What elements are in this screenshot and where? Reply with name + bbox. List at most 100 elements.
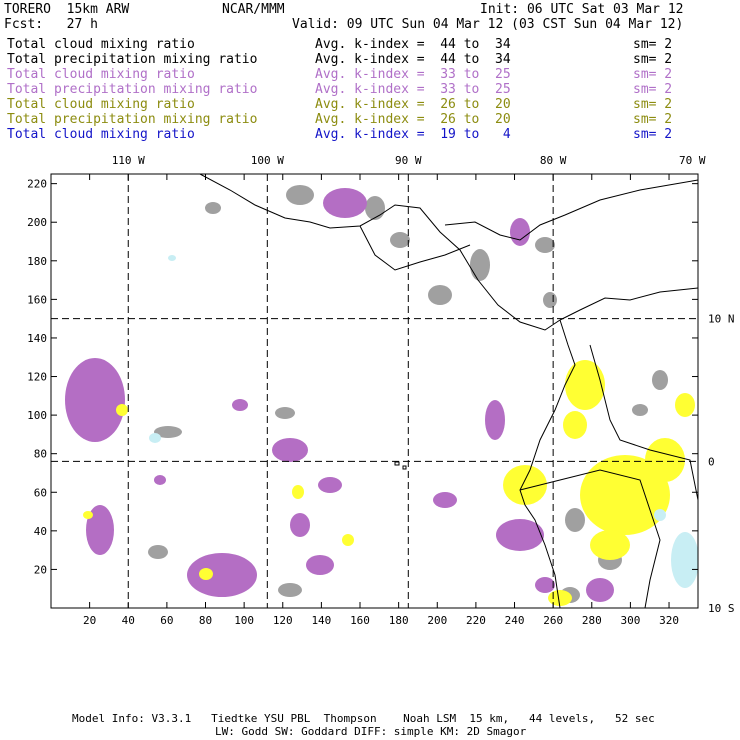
x-tick-label: 180 — [389, 614, 409, 627]
x-tick-label: 280 — [582, 614, 602, 627]
x-tick-label: 200 — [427, 614, 447, 627]
cloud-blob-yellow — [563, 411, 587, 439]
legend-smoothing: sm= 2 — [633, 37, 673, 52]
cloud-blob-purple — [290, 513, 310, 537]
cloud-blob-yellow — [292, 485, 304, 499]
coastline-south-america-west — [519, 319, 576, 608]
legend-smoothing: sm= 2 — [633, 67, 673, 82]
cloud-blob-purple — [485, 400, 505, 440]
cloud-blob-gray — [275, 407, 295, 419]
y-tick-label: 120 — [27, 371, 47, 384]
x-tick-label: 100 — [234, 614, 254, 627]
x-tick-label: 120 — [273, 614, 293, 627]
cloud-blob-yellow — [116, 404, 128, 416]
field-layer — [65, 185, 698, 606]
legend-name: Total precipitation mixing ratio — [7, 52, 258, 67]
legend-kindex: Avg. k-index = 44 to 34 — [315, 37, 511, 52]
field-yellow — [83, 360, 695, 606]
cloud-blob-yellow — [503, 465, 547, 505]
cloud-blob-gray — [154, 426, 182, 438]
legend-kindex: Avg. k-index = 33 to 25 — [315, 67, 511, 82]
cloud-blob-purple — [433, 492, 457, 508]
cloud-blob-yellow — [83, 511, 93, 519]
galapagos — [394, 461, 407, 470]
coastline-caribbean — [444, 179, 698, 241]
latitude-label: 10 S — [708, 602, 735, 615]
legend-name: Total cloud mixing ratio — [7, 127, 195, 142]
y-tick-label: 140 — [27, 332, 47, 345]
cloud-blob-yellow — [548, 590, 572, 606]
footer-physics: LW: Godd SW: Goddard DIFF: simple KM: 2D… — [215, 725, 527, 738]
cloud-blob-gray — [535, 237, 555, 253]
y-tick-label: 40 — [34, 525, 47, 538]
x-tick-label: 80 — [199, 614, 212, 627]
legend-kindex: Avg. k-index = 44 to 34 — [315, 52, 511, 67]
cloud-blob-purple — [232, 399, 248, 411]
y-tick-label: 160 — [27, 293, 47, 306]
cloud-blob-purple — [535, 577, 555, 593]
coastline-south-america-north — [559, 287, 698, 321]
x-tick-label: 220 — [466, 614, 486, 627]
cloud-blob-purple — [65, 358, 125, 442]
coastline-central-america — [199, 174, 561, 331]
cloud-blob-gray — [278, 583, 302, 597]
grid-lines — [51, 174, 698, 608]
cloud-blob-gray — [428, 285, 452, 305]
cloud-blob-purple — [187, 553, 257, 597]
y-tick-label: 220 — [27, 178, 47, 191]
field-blue — [149, 255, 698, 588]
x-tick-label: 260 — [543, 614, 563, 627]
cloud-blob-gray — [543, 292, 557, 308]
x-tick-label: 300 — [620, 614, 640, 627]
cloud-blob-gray — [148, 545, 168, 559]
y-tick-label: 20 — [34, 563, 47, 576]
border-central-america — [359, 225, 471, 271]
legend-smoothing: sm= 2 — [633, 127, 673, 142]
y-tick-label: 80 — [34, 448, 47, 461]
coastlines — [199, 174, 698, 608]
cloud-blob-purple — [323, 188, 367, 218]
legend-kindex: Avg. k-index = 26 to 20 — [315, 112, 511, 127]
y-tick-label: 200 — [27, 216, 47, 229]
cloud-blob-blue — [149, 433, 161, 443]
cloud-blob-yellow — [565, 360, 605, 410]
cloud-blob-purple — [586, 578, 614, 602]
legend-kindex: Avg. k-index = 33 to 25 — [315, 82, 511, 97]
cloud-blob-blue — [168, 255, 176, 261]
y-tick-label: 180 — [27, 255, 47, 268]
longitude-label: 80 W — [540, 154, 567, 167]
legend-name: Total precipitation mixing ratio — [7, 82, 258, 97]
field-gray — [148, 185, 668, 603]
legend-smoothing: sm= 2 — [633, 82, 673, 97]
x-tick-label: 320 — [659, 614, 679, 627]
legend-smoothing: sm= 2 — [633, 52, 673, 67]
legend-smoothing: sm= 2 — [633, 97, 673, 112]
cloud-blob-gray — [365, 196, 385, 220]
longitude-label: 90 W — [395, 154, 422, 167]
longitude-label: 110 W — [112, 154, 145, 167]
latitude-label: 10 N — [708, 313, 735, 326]
cloud-blob-gray — [286, 185, 314, 205]
valid-time: Valid: 09 UTC Sun 04 Mar 12 (03 CST Sun … — [292, 17, 684, 32]
latitude-label: 0 — [708, 455, 715, 468]
border-peru-brazil — [589, 344, 698, 501]
y-tick-label: 100 — [27, 409, 47, 422]
cloud-blob-blue — [654, 509, 666, 521]
cloud-blob-purple — [272, 438, 308, 462]
x-tick-label: 240 — [505, 614, 525, 627]
x-tick-label: 140 — [311, 614, 331, 627]
axis-ticks: 20 40 60 80 100 120 140 160 180 200 220 240 260 280 30… — [27, 154, 734, 627]
legend-kindex: Avg. k-index = 19 to 4 — [315, 127, 511, 142]
cloud-blob-yellow — [675, 393, 695, 417]
model-name: TORERO 15km ARW — [4, 2, 130, 17]
init-time: Init: 06 UTC Sat 03 Mar 12 — [480, 2, 684, 17]
plot-frame — [50, 173, 699, 609]
footer-model-info: Model Info: V3.3.1 Tiedtke YSU PBL Thomp… — [72, 712, 655, 725]
legend-name: Total cloud mixing ratio — [7, 67, 195, 82]
cloud-blob-yellow — [645, 438, 685, 482]
cloud-blob-purple — [510, 218, 530, 246]
cloud-blob-yellow — [580, 455, 670, 535]
cloud-blob-yellow — [199, 568, 213, 580]
cloud-blob-yellow — [342, 534, 354, 546]
